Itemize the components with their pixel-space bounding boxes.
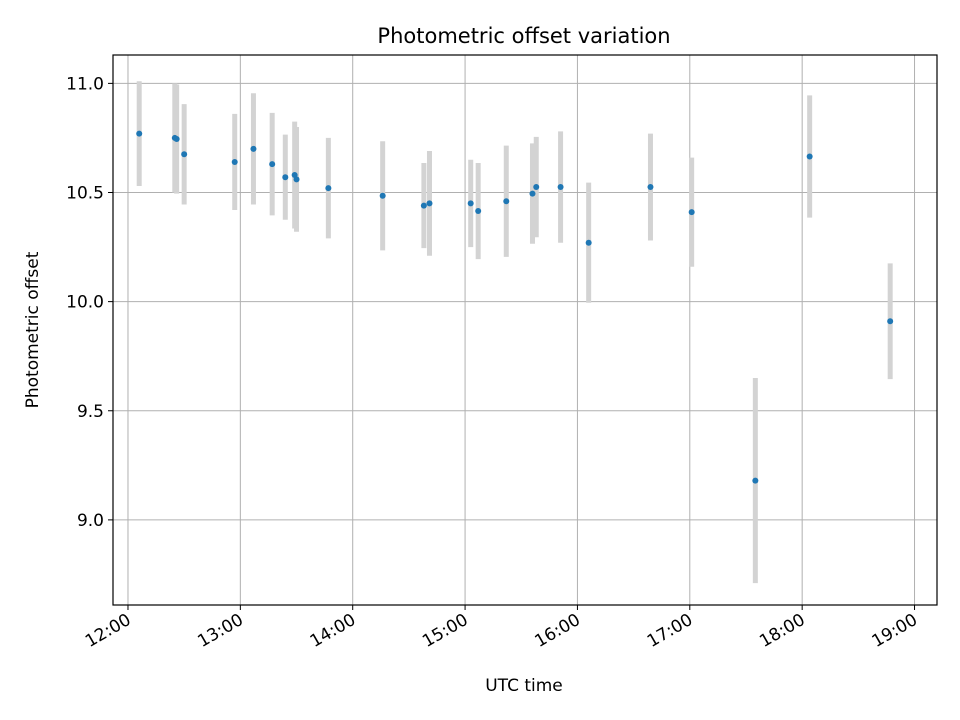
data-point: [181, 151, 188, 158]
data-point: [688, 209, 695, 216]
y-axis-ticks: 9.0 9.5 10.0 10.5 11.0: [66, 74, 113, 531]
data-point: [557, 184, 564, 191]
x-axis-label: UTC time: [485, 676, 563, 696]
y-tick-label: 10.5: [66, 184, 104, 204]
data-point: [173, 136, 180, 143]
data-point: [529, 190, 536, 197]
y-tick-label: 9.5: [77, 402, 104, 422]
data-point: [426, 200, 433, 207]
data-point: [231, 158, 238, 165]
y-tick-label: 9.0: [77, 511, 104, 531]
data-point: [325, 185, 332, 192]
data-point: [585, 239, 592, 246]
data-point: [475, 208, 482, 215]
data-point: [752, 477, 759, 484]
data-point: [503, 198, 510, 205]
y-axis-label: Photometric offset: [23, 251, 43, 408]
data-point: [647, 184, 654, 191]
data-markers: [136, 130, 894, 484]
data-point: [269, 161, 276, 168]
data-point: [533, 184, 540, 191]
data-point: [420, 202, 427, 209]
y-tick-label: 10.0: [66, 293, 104, 313]
data-point: [136, 130, 143, 137]
data-point: [379, 192, 386, 199]
data-point: [282, 174, 289, 181]
chart-title: Photometric offset variation: [377, 24, 670, 48]
data-point: [250, 145, 257, 152]
data-point: [293, 176, 300, 183]
plot-frame: [112, 54, 938, 606]
data-point: [806, 153, 813, 160]
y-tick-label: 11.0: [66, 74, 104, 94]
grid-lines: [113, 55, 937, 605]
data-point: [887, 318, 894, 325]
data-point: [467, 200, 474, 207]
